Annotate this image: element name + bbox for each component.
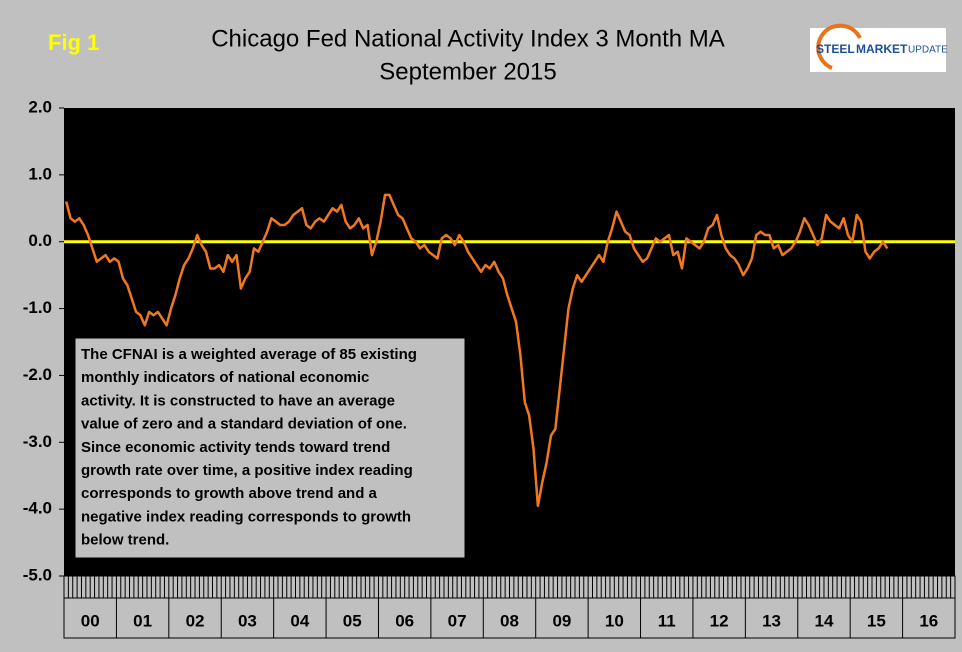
annotation-text: monthly indicators of national economic xyxy=(81,369,369,386)
x-tick-label: 13 xyxy=(762,611,781,630)
logo: STEEL MARKET UPDATE xyxy=(810,23,948,72)
logo-box xyxy=(810,28,946,72)
x-tick-label: 06 xyxy=(395,611,414,630)
y-tick-label: -4.0 xyxy=(23,499,52,518)
x-tick-label: 16 xyxy=(919,611,938,630)
y-tick-label: -3.0 xyxy=(23,432,52,451)
x-tick-label: 10 xyxy=(605,611,624,630)
y-tick-label: 0.0 xyxy=(28,231,52,250)
annotation-text: The CFNAI is a weighted average of 85 ex… xyxy=(81,346,417,363)
annotation-text: Since economic activity tends toward tre… xyxy=(81,439,390,456)
x-tick-label: 09 xyxy=(552,611,571,630)
y-tick-label: -1.0 xyxy=(23,298,52,317)
x-tick-label: 05 xyxy=(343,611,362,630)
y-tick-label: 2.0 xyxy=(28,97,52,116)
data-line xyxy=(64,193,889,508)
x-tick-label: 02 xyxy=(186,611,205,630)
figure-label: Fig 1 xyxy=(48,30,99,55)
annotation-text: negative index reading corresponds to gr… xyxy=(81,508,411,525)
x-tick-label: 01 xyxy=(133,611,152,630)
y-tick-label: 1.0 xyxy=(28,164,52,183)
logo-word: UPDATE xyxy=(908,45,948,56)
x-tick-label: 12 xyxy=(710,611,729,630)
chart-subtitle: September 2015 xyxy=(379,58,556,85)
annotation-box xyxy=(74,337,466,559)
logo-word: MARKET xyxy=(856,42,908,56)
x-tick-label: 00 xyxy=(81,611,100,630)
x-tick-label: 15 xyxy=(867,611,886,630)
y-tick-label: -5.0 xyxy=(23,565,52,584)
logo-word: STEEL xyxy=(816,42,855,56)
x-tick-label: 07 xyxy=(448,611,467,630)
annotation-text: growth rate over time, a positive index … xyxy=(81,462,413,479)
x-tick-label: 11 xyxy=(658,611,676,630)
annotation-text: corresponds to growth above trend and a xyxy=(81,485,378,502)
x-tick-label: 04 xyxy=(290,611,309,630)
y-tick-label: -2.0 xyxy=(23,365,52,384)
x-tick-label: 08 xyxy=(500,611,519,630)
chart-title: Chicago Fed National Activity Index 3 Mo… xyxy=(211,25,725,52)
x-tick-label: 14 xyxy=(815,611,834,630)
annotation-text: below trend. xyxy=(81,532,169,549)
annotation-text: activity. It is constructed to have an a… xyxy=(81,392,395,409)
logo-swoosh xyxy=(816,23,862,70)
annotation-text: value of zero and a standard deviation o… xyxy=(81,416,407,433)
x-tick-label: 03 xyxy=(238,611,257,630)
